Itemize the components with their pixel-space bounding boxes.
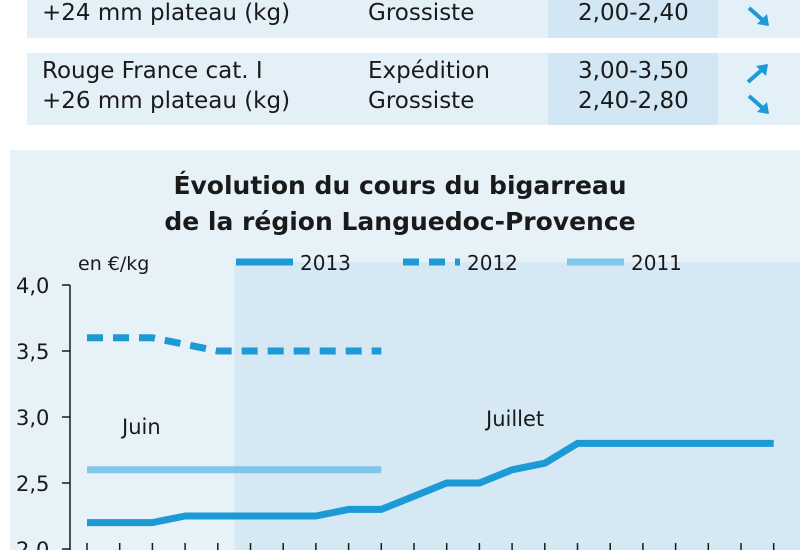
legend: 2013 2012 2011 [236, 251, 682, 275]
series-line-2012 [87, 334, 382, 355]
legend-label-2012: 2012 [467, 251, 518, 275]
price-cell: 2,40-2,80 [578, 88, 689, 114]
product-cell: +26 mm plateau (kg) [42, 88, 291, 114]
x-ticks [86, 543, 775, 550]
stage-cell: Expédition [368, 58, 490, 84]
series-line-2013 [87, 439, 774, 527]
price-column-band [548, 0, 718, 38]
y-tick-label: 2,0 [16, 538, 49, 550]
month-label-juillet: Juillet [484, 407, 544, 431]
chart-title-line-2: de la région Languedoc-Provence [164, 207, 636, 236]
month-label-juin: Juin [120, 415, 161, 439]
trend-up-icon [746, 64, 768, 84]
price-cell: 2,00-2,40 [578, 0, 689, 26]
y-tick-label: 3,5 [16, 340, 49, 364]
product-cell: +24 mm plateau (kg) [42, 0, 291, 26]
y-tick-labels: 4,0 3,5 3,0 2,5 2,0 [16, 274, 70, 550]
trend-down-icon [747, 94, 769, 114]
july-band [234, 262, 800, 550]
price-cell: 3,00-3,50 [578, 58, 689, 84]
product-cell: Rouge France cat. I [42, 58, 263, 84]
chart-title-line-1: Évolution du cours du bigarreau [173, 171, 627, 200]
y-tick-label: 3,0 [16, 406, 49, 430]
series-group [87, 334, 774, 527]
y-tick-label: 4,0 [16, 274, 49, 298]
legend-label-2011: 2011 [631, 251, 682, 275]
legend-label-2013: 2013 [300, 251, 351, 275]
trend-down-icon [747, 6, 769, 26]
y-axis-label: en €/kg [78, 253, 149, 275]
stage-cell: Grossiste [368, 88, 475, 114]
price-column-band [548, 53, 718, 125]
y-tick-label: 2,5 [16, 472, 49, 496]
stage-cell: Grossiste [368, 0, 475, 26]
